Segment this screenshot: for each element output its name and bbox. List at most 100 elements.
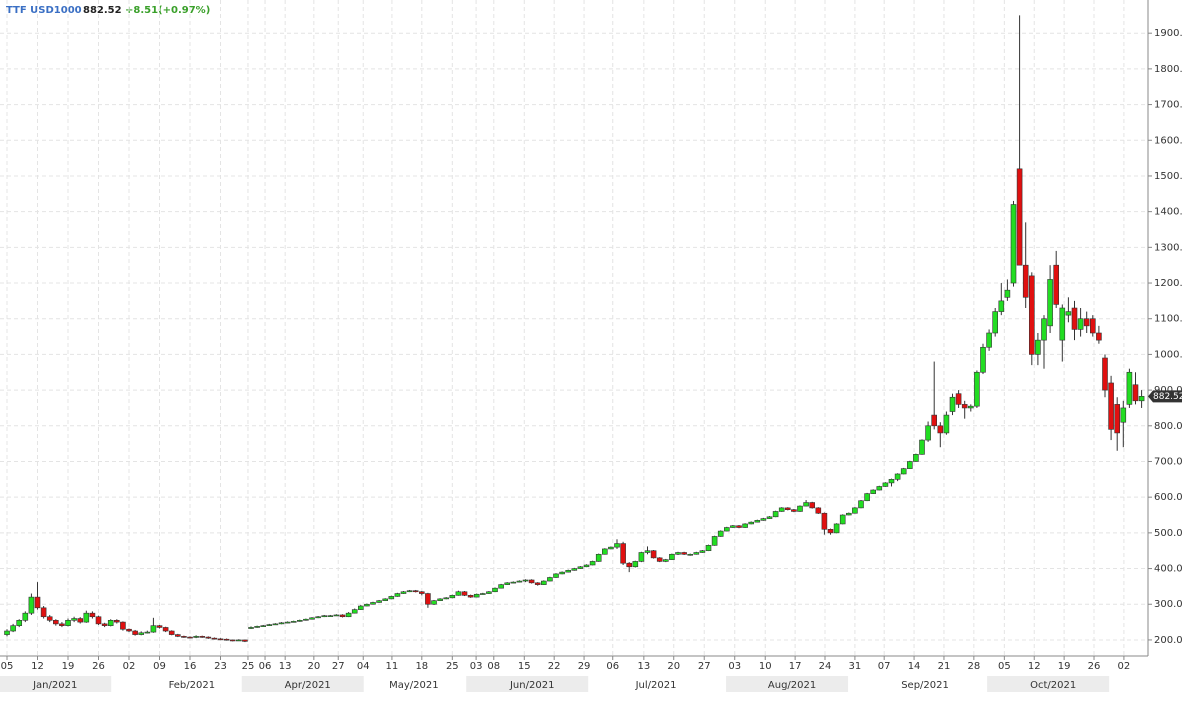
candle-body <box>175 634 181 637</box>
candle-body <box>89 612 96 618</box>
candle-body <box>388 596 395 600</box>
candle-body <box>229 639 236 642</box>
candle-body <box>1065 311 1072 316</box>
candle-body <box>663 559 669 562</box>
candle-body <box>516 580 523 583</box>
y-tick-label: 1200.00 <box>1154 278 1182 289</box>
candle-body <box>394 593 401 597</box>
candle-body <box>986 332 992 348</box>
x-tick-label: 26 <box>1088 661 1101 672</box>
candle-body <box>522 579 529 582</box>
price-tag-label: 882.52 <box>1153 392 1182 402</box>
candle-body <box>547 577 553 582</box>
y-tick-label: 800.00 <box>1154 421 1182 432</box>
candle-body <box>772 511 779 518</box>
candle-body <box>553 573 559 578</box>
candle-body <box>22 612 29 621</box>
candle-body <box>846 512 852 516</box>
candle-body <box>931 414 937 427</box>
candle-body <box>1035 339 1041 355</box>
y-tick-label: 1900.00 <box>1154 28 1182 39</box>
y-tick-label: 1800.00 <box>1154 64 1182 75</box>
candle-body <box>28 596 35 614</box>
candle-body <box>223 638 230 641</box>
candle-body <box>602 548 608 555</box>
month-band <box>0 676 112 692</box>
x-tick-label: 19 <box>62 661 75 672</box>
y-tick-label: 1400.00 <box>1154 207 1182 218</box>
candle-body <box>766 516 773 519</box>
x-tick-label: 07 <box>878 661 891 672</box>
x-tick-label: 29 <box>578 661 591 672</box>
x-tick-label: 27 <box>332 661 345 672</box>
candle-body <box>419 591 425 594</box>
candle-body <box>132 630 138 635</box>
candle-body <box>937 425 944 434</box>
candle-body <box>297 620 303 622</box>
candle-body <box>864 493 870 502</box>
candle-body <box>583 564 590 568</box>
candle-body <box>998 300 1005 312</box>
candle-body <box>1071 307 1078 330</box>
month-label: Jan/2021 <box>32 680 77 691</box>
x-tick-label: 14 <box>908 661 921 672</box>
candle-body <box>626 562 633 568</box>
candle-body <box>955 393 962 405</box>
candle-body <box>632 561 639 568</box>
candle-body <box>809 502 816 509</box>
x-tick-label: 04 <box>357 661 370 672</box>
y-tick-label: 700.00 <box>1154 456 1182 467</box>
candle-body <box>95 616 102 625</box>
candle-body <box>16 620 23 626</box>
candle-body <box>309 617 315 620</box>
candle-body <box>364 603 370 607</box>
candle-body <box>760 518 767 521</box>
x-tick-label: 25 <box>242 661 255 672</box>
candle-body <box>882 482 889 487</box>
candle-body <box>242 639 248 642</box>
candle-body <box>248 627 254 629</box>
candle-body <box>107 620 114 626</box>
candle-body <box>46 616 53 621</box>
candle-body <box>638 552 645 562</box>
month-label: Aug/2021 <box>768 680 816 691</box>
candle-body <box>577 566 584 569</box>
x-tick-label: 05 <box>1 661 14 672</box>
candle-body <box>10 625 16 632</box>
y-tick-label: 1500.00 <box>1154 171 1182 182</box>
x-tick-label: 13 <box>279 661 292 672</box>
month-label: May/2021 <box>389 680 439 691</box>
x-tick-label: 12 <box>31 661 44 672</box>
last-price: 882.52 <box>83 5 122 16</box>
candle-body <box>449 595 456 599</box>
candle-body <box>589 561 596 566</box>
candle-body <box>455 591 462 596</box>
candle-body <box>358 605 364 610</box>
candle-body <box>1028 275 1035 355</box>
candle-body <box>461 591 468 596</box>
candle-body <box>595 553 602 562</box>
candle-body <box>1108 382 1114 430</box>
x-tick-label: 23 <box>214 661 227 672</box>
candle-body <box>351 609 358 614</box>
candle-body <box>925 425 931 441</box>
candle-body <box>150 625 157 633</box>
x-tick-label: 06 <box>606 661 619 672</box>
x-tick-label: 20 <box>667 661 680 672</box>
candle-body <box>101 623 108 626</box>
candle-body <box>528 579 535 584</box>
candle-body <box>1089 318 1096 334</box>
x-tick-label: 21 <box>938 661 951 672</box>
candle-body <box>1047 279 1053 327</box>
candle-body <box>492 587 498 593</box>
candle-body <box>858 500 864 509</box>
candle-body <box>327 615 334 617</box>
candle-body <box>345 612 352 618</box>
candle-body <box>473 593 480 598</box>
y-tick-label: 1700.00 <box>1154 100 1182 111</box>
candle-body <box>815 507 822 514</box>
candle-body <box>376 600 382 603</box>
candle-body <box>1022 264 1029 298</box>
candle-body <box>900 468 907 475</box>
x-tick-label: 12 <box>1028 661 1041 672</box>
